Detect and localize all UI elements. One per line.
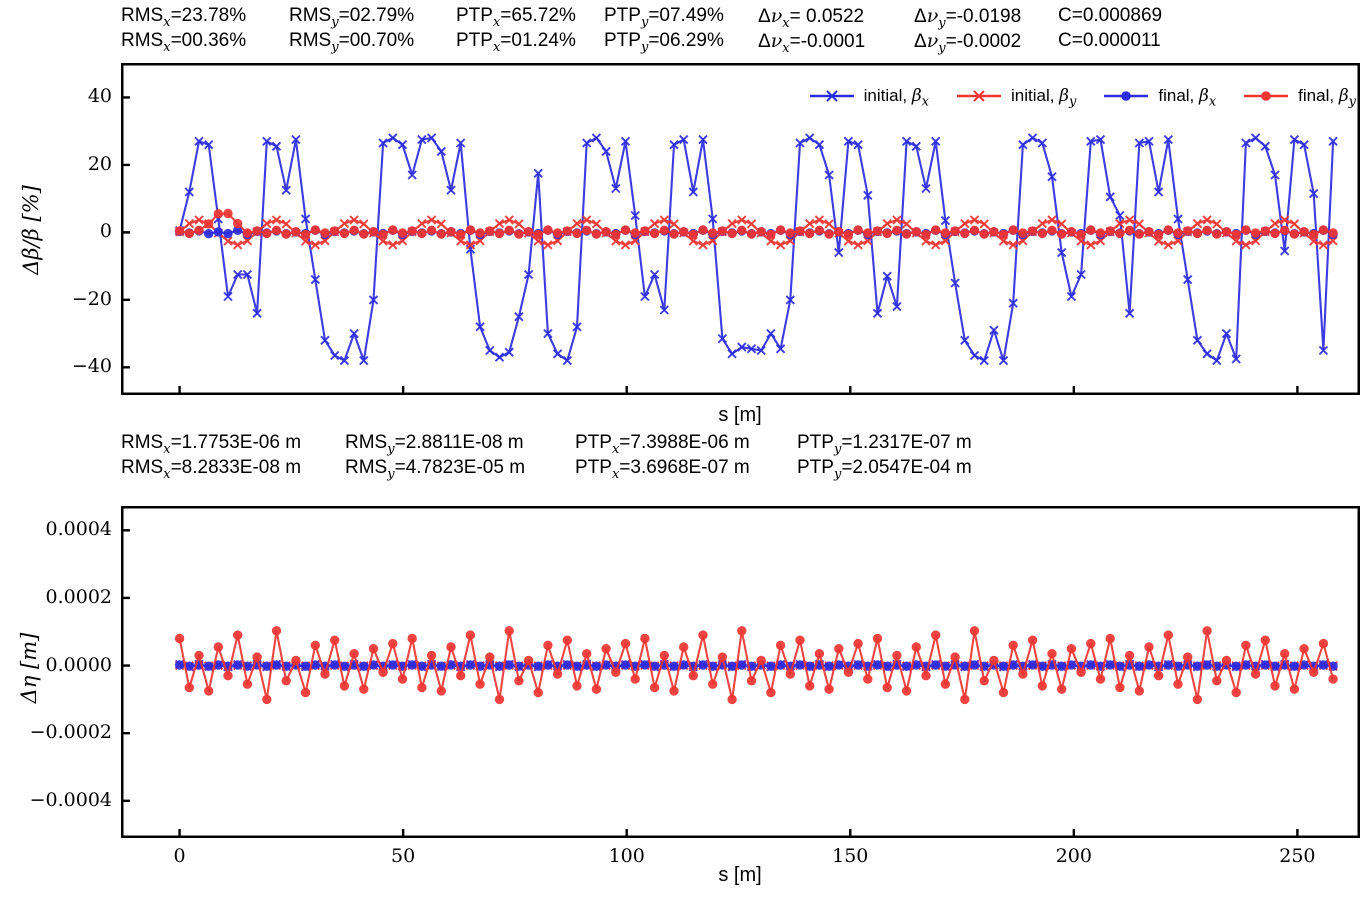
y-tick-label: 20	[87, 152, 112, 175]
stat-ptp_y: PTPy=2.0547E-04 m	[797, 457, 972, 482]
stat-rms_y: RMSy=02.79%	[289, 5, 415, 30]
stat-rms_y: RMSy=2.8811E-08 m	[345, 432, 524, 457]
x-tick-label: 150	[832, 845, 869, 867]
stat-ptp_y: PTPy=07.49%	[604, 5, 724, 30]
y-tick-label: 0	[99, 220, 112, 243]
mid-stats-row-final: RMSx=8.2833E-08 m RMSy=4.7823E-05 m PTPx=3…	[0, 457, 1372, 483]
stat-rms_y: RMSy=00.70%	[289, 30, 415, 55]
stat-ptp_x: PTPx=3.6968E-07 m	[575, 457, 750, 482]
stat-rms_x: RMSx=00.36%	[121, 30, 247, 55]
stat-rms_x: RMSx=1.7753E-06 m	[121, 432, 302, 457]
legend: initial, βx initial, βy final, βx final, βy	[809, 86, 1356, 110]
circle-marker-line-icon	[1104, 91, 1149, 101]
x-marker-line-icon	[956, 90, 1001, 102]
beta-beating-x-axis-label: s [m]	[718, 404, 762, 426]
stat-ptp_y: PTPy=06.29%	[604, 30, 724, 55]
stat-ptp_x: PTPx=7.3988E-06 m	[575, 432, 750, 457]
beta-beating-plot	[121, 63, 1360, 395]
y-tick-label: 0.0002	[45, 585, 112, 608]
stat-c_: C=0.000011	[1058, 30, 1161, 51]
x-tick-label: 50	[391, 845, 416, 867]
beta-beating-y-axis-label: Δβ/β [%]	[19, 185, 43, 275]
axes-spines	[121, 63, 1360, 395]
axis-ticks	[121, 96, 1299, 395]
y-tick-label: −20	[71, 287, 112, 310]
stat-_x: Δνx= 0.0522	[758, 5, 865, 31]
series-final--beta-y	[174, 208, 1338, 240]
stat-c_: C=0.000869	[1058, 5, 1163, 26]
legend-entry-final--y: final, βy	[1243, 86, 1356, 110]
y-tick-label: −0.0002	[29, 721, 112, 744]
stat-ptp_x: PTPx=65.72%	[456, 5, 576, 30]
stat-_y: Δνy=-0.0198	[914, 5, 1022, 31]
legend-entry-final--x: final, βx	[1103, 86, 1217, 110]
dispersion-plot	[121, 506, 1360, 838]
legend-entry-initial--x: initial, βx	[809, 86, 929, 110]
dispersion-x-axis-label: s [m]	[718, 864, 762, 886]
top-stats-row-final: RMSx=00.36% RMSy=00.70% PTPx=01.24% PTPy=06…	[0, 30, 1372, 56]
series-final--eta-x	[174, 660, 1338, 671]
stat-rms_x: RMSx=8.2833E-08 m	[121, 457, 302, 482]
dispersion-y-axis-label: Δη [m]	[17, 632, 41, 704]
stat-ptp_x: PTPx=01.24%	[456, 30, 576, 55]
legend-label: initial, βx	[863, 86, 929, 110]
axis-ticks	[121, 529, 1299, 838]
plot-canvas	[121, 63, 1360, 395]
stat-_x: Δνx=-0.0001	[758, 30, 866, 56]
x-tick-label: 200	[1055, 845, 1092, 867]
legend-label: final, βx	[1158, 86, 1217, 110]
stat-rms_y: RMSy=4.7823E-05 m	[345, 457, 526, 482]
x-tick-label: 250	[1279, 845, 1316, 867]
series-initial--beta-x	[174, 133, 1338, 366]
x-tick-label: 0	[173, 845, 186, 867]
legend-label: initial, βy	[1010, 86, 1077, 110]
stat-rms_x: RMSx=23.78%	[121, 5, 247, 30]
top-stats-row-initial: RMSx=23.78% RMSy=02.79% PTPx=65.72% PTPy=07…	[0, 5, 1372, 31]
stat-ptp_y: PTPy=1.2317E-07 m	[797, 432, 972, 457]
stat-_y: Δνy=-0.0002	[914, 30, 1022, 56]
x-tick-label: 100	[608, 845, 645, 867]
circle-marker-line-icon	[1244, 91, 1289, 101]
legend-entry-initial--y: initial, βy	[956, 86, 1077, 110]
mid-stats-row-initial: RMSx=1.7753E-06 m RMSy=2.8811E-08 m PTPx=7…	[0, 432, 1372, 458]
series-final--eta-y	[174, 626, 1338, 705]
y-tick-label: 40	[87, 85, 112, 108]
legend-label: final, βy	[1298, 86, 1356, 110]
axes-spines	[121, 506, 1360, 838]
circle-markers	[174, 208, 1338, 240]
plot-canvas	[121, 506, 1360, 838]
y-tick-label: −40	[71, 355, 112, 378]
x-marker-line-icon	[809, 90, 854, 102]
y-tick-label: 0.0004	[45, 518, 112, 541]
y-tick-label: −0.0004	[29, 788, 112, 811]
